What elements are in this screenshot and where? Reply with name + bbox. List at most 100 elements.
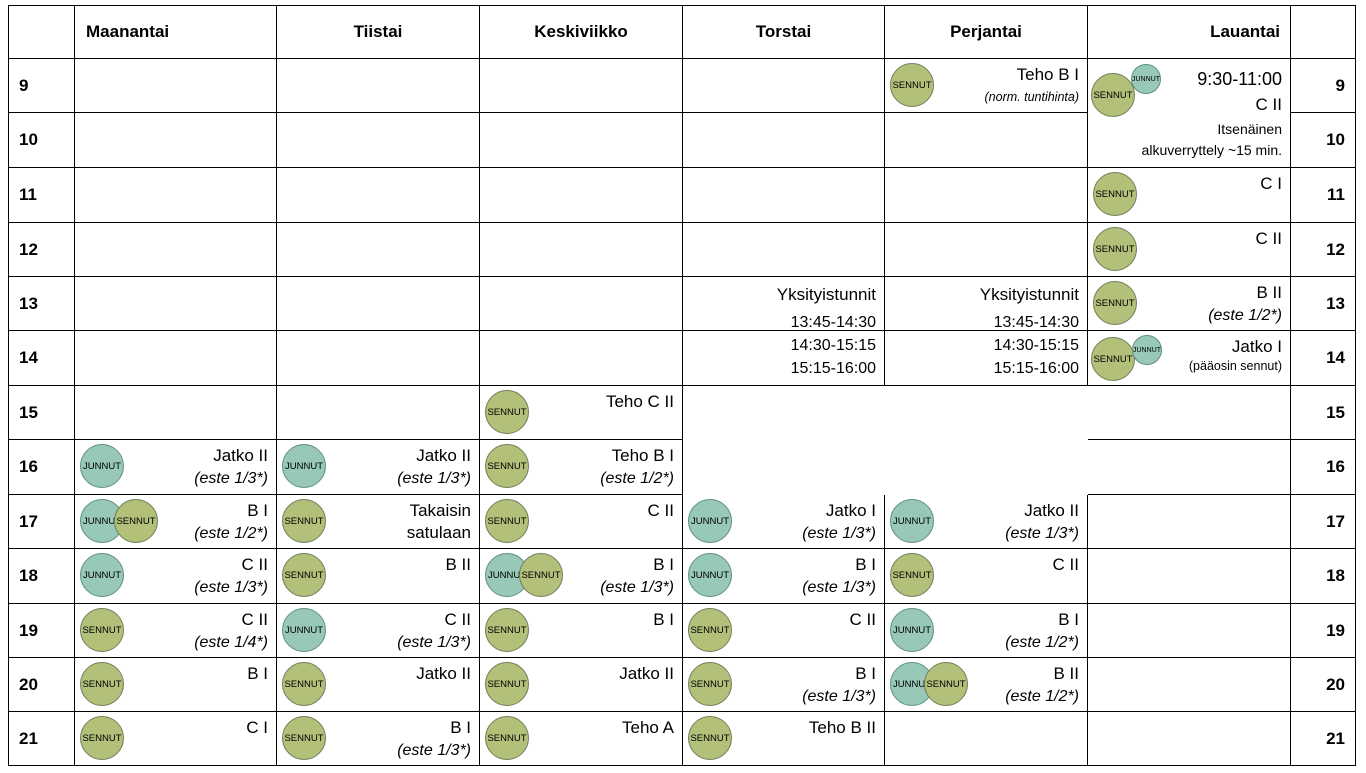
schedule-cell	[480, 113, 683, 168]
day-label: Torstai	[755, 21, 812, 41]
hour-text: 12	[1326, 239, 1345, 259]
sennut-badge: SENNUT	[80, 716, 124, 760]
warmup-line1: Itsenäinen	[1217, 121, 1282, 137]
lesson-title: Teho C II	[605, 392, 674, 411]
hour-text: 14	[1326, 348, 1345, 367]
lesson-title: B II	[445, 555, 471, 574]
schedule-cell	[1088, 712, 1291, 766]
badge-label: SENNUT	[284, 678, 324, 690]
badge-label: SENNUT	[487, 515, 527, 527]
lesson-cell: SENNUT Teho C II	[480, 386, 683, 440]
private-lessons-cell: Yksityistunnit 13:45-14:30 14:30-15:15 15:1…	[683, 277, 885, 386]
lesson-cell: SENNUT JUNNUT Jatko I (pääosin sennut)	[1088, 331, 1291, 386]
badge-label: JUNNUT	[83, 569, 121, 581]
junnut-badge: JUNNUT	[80, 553, 124, 597]
hour-label-right: 11	[1291, 168, 1356, 223]
lesson-note: (este 1/3*)	[600, 579, 674, 596]
schedule-cell	[683, 223, 885, 277]
sennut-badge: SENNUT	[282, 553, 326, 597]
hour-text: 13	[1326, 293, 1345, 313]
badge-label: SENNUT	[82, 732, 122, 744]
hour-label-left: 15	[8, 386, 75, 440]
lesson-time: 9:30-11:00	[1197, 69, 1282, 89]
schedule-cell	[75, 331, 277, 386]
schedule-cell	[1088, 495, 1291, 549]
schedule-cell	[480, 223, 683, 277]
badge-label: JUNNUT	[285, 624, 323, 636]
lesson-title: C II	[1255, 229, 1282, 248]
hour-label-left: 21	[8, 712, 75, 766]
schedule-cell	[885, 113, 1088, 168]
schedule-cell	[75, 59, 277, 113]
lesson-title: Jatko II	[416, 446, 471, 465]
hour-text: 15	[19, 402, 38, 422]
junnut-badge: JUNNUT	[1131, 64, 1161, 94]
header-corner-right	[1291, 5, 1356, 59]
lesson-note: (este 1/3*)	[1005, 525, 1079, 542]
schedule-cell	[480, 168, 683, 223]
day-header: Torstai	[683, 5, 885, 59]
lesson-title: Jatko II	[1024, 501, 1079, 520]
badge-label: SENNUT	[521, 569, 561, 581]
schedule-cell	[480, 331, 683, 386]
badge-label: SENNUT	[690, 732, 730, 744]
badge-label: SENNUT	[284, 732, 324, 744]
lesson-title: B I	[247, 501, 268, 520]
lesson-note: (este 1/3*)	[397, 634, 471, 651]
hour-label-right: 15	[1291, 386, 1356, 440]
lesson-cell: JUNNUT B I (este 1/3*)	[683, 549, 885, 604]
lesson-note: (este 1/3*)	[802, 688, 876, 705]
hour-text: 11	[1327, 185, 1345, 204]
lesson-title: C II	[444, 610, 471, 629]
lesson-cell: JUNNUT Jatko II (este 1/3*)	[277, 440, 480, 495]
sennut-badge: SENNUT	[485, 390, 529, 434]
sennut-badge: SENNUT	[519, 553, 563, 597]
badge-label: SENNUT	[892, 569, 932, 581]
hour-label-right: 17	[1291, 495, 1356, 549]
lesson-note: (este 1/2*)	[194, 525, 268, 542]
sennut-badge: SENNUT	[485, 716, 529, 760]
lesson-title: C II	[1052, 555, 1079, 574]
lesson-note: (este 1/3*)	[194, 579, 268, 596]
badge-label: SENNUT	[1093, 89, 1133, 101]
lesson-note: (este 1/2*)	[1005, 634, 1079, 651]
badge-label: JUNNUT	[83, 515, 121, 527]
private-lesson-time: 14:30-15:15	[790, 337, 876, 354]
schedule-cell	[75, 113, 277, 168]
schedule-cell	[1088, 658, 1291, 712]
schedule-cell	[277, 331, 480, 386]
hour-label-left: 16	[8, 440, 75, 495]
lesson-title: Jatko II	[213, 446, 268, 465]
schedule-cell	[277, 386, 480, 440]
lesson-title: B II	[1053, 664, 1079, 683]
badge-label: SENNUT	[82, 678, 122, 690]
lesson-title: Takaisin	[409, 501, 471, 520]
hour-text: 12	[19, 239, 38, 259]
day-header: Keskiviikko	[480, 5, 683, 59]
sennut-badge: SENNUT	[485, 662, 529, 706]
lesson-title: B I	[1058, 610, 1079, 629]
lesson-cell-saturday-morning: SENNUT JUNNUT 9:30-11:00 C II Itsenäinen alku…	[1088, 59, 1291, 168]
schedule-cell	[1088, 440, 1291, 495]
sennut-badge: SENNUT	[282, 716, 326, 760]
lesson-title: Teho A	[622, 718, 674, 737]
hour-label-left: 20	[8, 658, 75, 712]
lesson-cell: JUNNUT SENNUT B I (este 1/2*)	[75, 495, 277, 549]
hour-label-left: 12	[8, 223, 75, 277]
lesson-cell: SENNUT B I (este 1/3*)	[683, 658, 885, 712]
hour-text: 10	[1326, 130, 1345, 149]
hour-label-left: 13	[8, 277, 75, 331]
lesson-title: Jatko I	[825, 501, 876, 520]
lesson-note: (pääosin sennut)	[1188, 359, 1282, 373]
lesson-title: Teho B II	[808, 718, 876, 737]
private-lesson-time: 14:30-15:15	[993, 337, 1079, 354]
junnut-badge: JUNNUT	[282, 444, 326, 488]
lesson-cell: SENNUT C II	[683, 604, 885, 658]
badge-label: SENNUT	[1095, 297, 1135, 309]
sennut-badge: SENNUT	[1093, 281, 1137, 325]
lesson-cell: SENNUT C II (este 1/4*)	[75, 604, 277, 658]
hour-label-right: 19	[1291, 604, 1356, 658]
lesson-title: B I	[247, 664, 268, 683]
badge-label: JUNNUT	[691, 515, 729, 527]
junnut-badge: JUNNUT	[688, 499, 732, 543]
